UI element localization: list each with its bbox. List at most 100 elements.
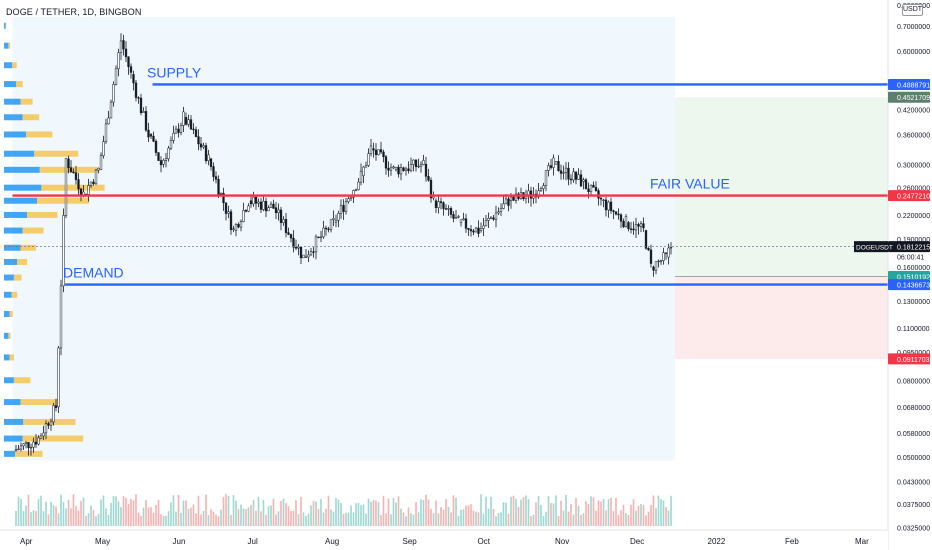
- candle: [179, 122, 183, 136]
- volume-bar: [330, 509, 332, 526]
- volume-bar: [247, 507, 250, 526]
- candle: [642, 217, 645, 232]
- candle-body: [97, 167, 100, 171]
- candle-body: [509, 196, 513, 201]
- candle: [499, 203, 503, 217]
- volume-bar: [242, 508, 245, 526]
- candle: [412, 159, 415, 172]
- candle: [462, 212, 465, 221]
- candle-body: [332, 218, 335, 220]
- candle-body: [484, 220, 488, 227]
- candle-body: [277, 209, 280, 213]
- volume-bar: [212, 511, 215, 526]
- candle: [207, 149, 210, 166]
- volume-profile-yellow: [20, 244, 36, 251]
- candle: [182, 106, 185, 133]
- volume-bar: [107, 514, 110, 526]
- y-tick-label: 0.1600000: [897, 265, 930, 272]
- price-label-bg: [888, 353, 930, 365]
- volume-bar: [402, 512, 405, 526]
- candle: [382, 149, 385, 163]
- candle: [454, 209, 458, 219]
- candle-body: [104, 123, 108, 142]
- candle: [212, 162, 215, 182]
- candle: [187, 114, 190, 128]
- candle-body: [422, 160, 425, 165]
- volume-bar: [300, 496, 302, 526]
- candle: [14, 445, 18, 452]
- candle: [269, 201, 273, 208]
- candle-body: [214, 176, 218, 180]
- candle: [557, 155, 560, 172]
- candle-body: [119, 40, 123, 53]
- candle: [447, 205, 450, 216]
- candle: [629, 221, 633, 234]
- volume-bar: [472, 510, 475, 526]
- candle: [427, 168, 430, 182]
- candle: [157, 152, 160, 162]
- candle-body: [479, 228, 483, 231]
- candle: [379, 141, 383, 155]
- candle: [17, 444, 20, 451]
- volume-bar: [630, 504, 632, 526]
- candle-body: [642, 223, 645, 229]
- volume-bar: [85, 515, 87, 526]
- candle: [399, 163, 403, 181]
- candlesticks: [14, 33, 673, 456]
- candle: [487, 212, 490, 229]
- candle-body: [322, 227, 325, 238]
- volume-bar: [525, 495, 527, 526]
- volume-profile-blue: [4, 377, 14, 384]
- candle: [127, 56, 130, 75]
- candle-body: [239, 221, 243, 228]
- volume-bar: [430, 508, 432, 526]
- volume-profile-yellow: [27, 211, 58, 218]
- candle: [407, 161, 410, 174]
- volume-bar: [572, 514, 575, 526]
- volume-bar: [457, 516, 460, 526]
- volume-bar: [370, 501, 372, 526]
- candle-body: [102, 141, 105, 156]
- candle-body: [159, 160, 163, 166]
- x-tick-label: 2022: [708, 537, 726, 546]
- price-label-text: 0.0911703: [897, 357, 930, 364]
- candle-body: [599, 197, 603, 200]
- currency-badge[interactable]: USDT: [902, 4, 923, 16]
- candle: [247, 203, 250, 213]
- volume-bar: [645, 515, 647, 526]
- candle: [632, 221, 635, 235]
- candle-body: [179, 125, 183, 133]
- volume-bar: [605, 510, 607, 526]
- candle-body: [204, 145, 208, 161]
- volume-bar: [265, 514, 267, 526]
- candle-body: [657, 260, 660, 263]
- y-tick-label: 0.0375000: [897, 502, 930, 509]
- candle: [539, 186, 543, 193]
- candle: [449, 206, 453, 219]
- volume-bar: [355, 503, 357, 526]
- price-label-text: 0.1812215: [897, 245, 930, 252]
- candle-body: [139, 97, 143, 113]
- volume-profile-yellow: [22, 435, 84, 442]
- candle: [202, 142, 205, 150]
- candle-body: [262, 201, 265, 210]
- x-tick-label: Mar: [855, 537, 869, 546]
- volume-bar: [227, 495, 230, 526]
- volume-profile-yellow: [17, 258, 28, 265]
- volume-bar: [130, 498, 132, 526]
- candle-body: [294, 246, 298, 249]
- candle-body: [404, 168, 408, 171]
- price-label-text: 0.1436673: [897, 283, 930, 290]
- candle-body: [444, 208, 448, 210]
- volume-bar: [462, 509, 465, 526]
- volume-bar: [530, 516, 532, 526]
- candle-body: [69, 167, 73, 173]
- volume-bar: [95, 516, 97, 526]
- volume-bar: [155, 504, 157, 526]
- volume-bar: [92, 509, 95, 526]
- candle-body: [134, 82, 138, 98]
- candle: [364, 161, 368, 168]
- candle-body: [74, 172, 78, 180]
